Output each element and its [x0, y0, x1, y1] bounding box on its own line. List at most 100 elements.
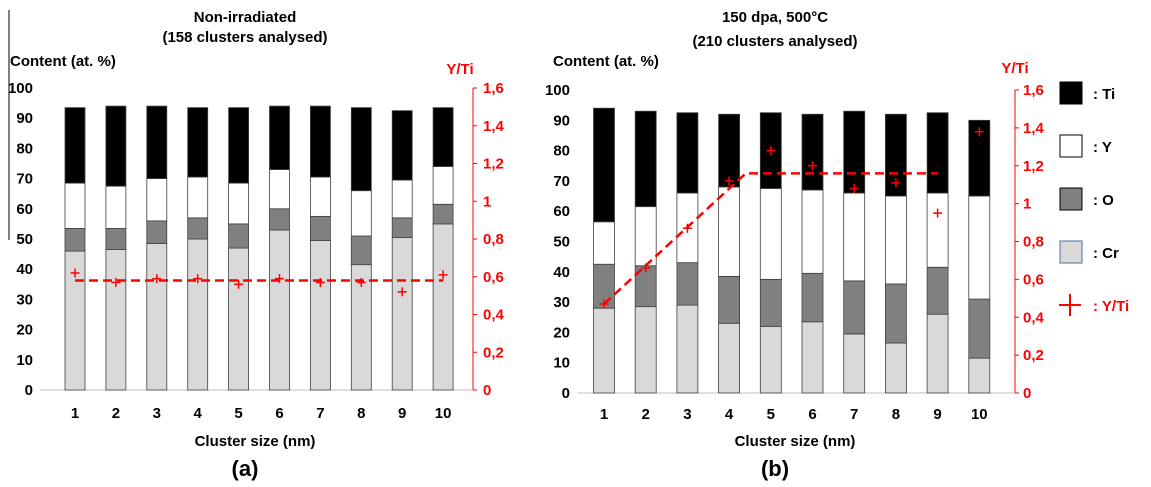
chart-a-y2tick-label: 0,8 [483, 231, 504, 248]
chart-a-ytick-label: 70 [16, 171, 33, 188]
chart-b-xtick-label: 9 [933, 406, 941, 423]
chart-b-bar-o-6 [801, 272, 824, 323]
chart-b-ytick-label: 100 [545, 82, 570, 99]
chart-b-ratio-point-10 [974, 127, 984, 137]
chart-b-xtick-label: 5 [767, 406, 775, 423]
chart-b-plot: 0 10 20 30 40 50 60 70 80 90 100 0 0,2 0,4 0,6 0,8 1 1,2 1… [545, 82, 1045, 423]
chart-a-bar-y-3 [146, 178, 168, 222]
chart-b-ytick-label: 50 [553, 234, 570, 251]
chart-b-xlabel: Cluster size (nm) [735, 433, 856, 450]
chart-b-ratio-point-7 [849, 183, 859, 193]
chart-a-xtick-label: 8 [357, 405, 365, 422]
chart-a-bar-y-6 [269, 169, 290, 210]
chart-b-y2tick-label: 1,2 [1023, 158, 1044, 175]
chart-b-bar-y-5 [759, 188, 782, 280]
chart-a-plot: 0 10 20 30 40 50 60 70 80 90 100 0 0,2 0,4 0,6 0,8 1 1,2 1… [8, 80, 505, 422]
chart-b-ytick-label: 30 [553, 294, 570, 311]
chart-a-xtick-label: 10 [435, 405, 452, 422]
chart-b-ratio-point-4 [724, 176, 734, 186]
chart-a-bar-cr-9 [391, 237, 413, 391]
chart-b-ratio-point-1 [599, 299, 609, 309]
chart-a-bar-y-8 [350, 190, 372, 237]
chart-b-bar-ti-2 [634, 110, 657, 208]
chart-a-y2tick-label: 0,6 [483, 269, 504, 286]
legend-label-ti: : Ti [1093, 86, 1115, 103]
chart-panel-b: 150 dpa, 500°C (210 clusters analysed) C… [545, 9, 1045, 481]
chart-b-xtick-label: 7 [850, 406, 858, 423]
chart-b-y2tick-label: 0,2 [1023, 347, 1044, 364]
chart-b-bar-cr-7 [843, 333, 866, 394]
legend-label-y: : Y [1093, 139, 1112, 156]
chart-panel-a: Non-irradiated (158 clusters analysed) C… [8, 9, 505, 481]
chart-b-bar-ti-6 [801, 113, 824, 191]
chart-a-bar-y-10 [432, 166, 454, 205]
chart-a-bar-y-7 [309, 176, 331, 217]
chart-a-xlabel: Cluster size (nm) [195, 433, 316, 450]
chart-a-bar-y-4 [187, 176, 209, 219]
chart-b-bar-ti-8 [885, 113, 907, 197]
chart-a-ytick-label: 80 [16, 140, 33, 157]
chart-b-y2tick-label: 0,4 [1023, 309, 1045, 326]
chart-b-y2tick-label: 1,6 [1023, 82, 1044, 99]
chart-a-bar-ti-3 [146, 105, 168, 180]
chart-a-bar-y-9 [391, 179, 413, 219]
chart-b-y2tick-label: 1 [1023, 196, 1031, 213]
chart-b-ratio-point-2 [641, 263, 651, 273]
chart-a-ratio-point-1 [70, 268, 80, 278]
chart-a-ratio-point-6 [275, 274, 284, 284]
chart-a-bar-cr-7 [309, 240, 331, 391]
chart-a-xtick-label: 5 [234, 405, 242, 422]
chart-a-xtick-label: 9 [398, 405, 406, 422]
chart-b-xtick-label: 2 [642, 406, 650, 423]
chart-b-ytick-label: 60 [553, 203, 570, 220]
chart-b-bar-cr-1 [593, 307, 615, 394]
chart-b-bar-y-2 [634, 206, 657, 267]
chart-b-y2tick-label: 0,8 [1023, 234, 1044, 251]
chart-a-xtick-label: 2 [112, 405, 120, 422]
chart-a-xtick-label: 7 [316, 405, 324, 422]
legend-swatch-ti [1059, 81, 1083, 105]
chart-a-y2tick-label: 0 [483, 382, 491, 399]
chart-b-xtick-label: 6 [808, 406, 816, 423]
chart-b-xtick-label: 8 [892, 406, 900, 423]
chart-b-bar-o-10 [968, 298, 991, 359]
chart-b-ratio-point-6 [808, 161, 817, 171]
chart-b-bar-ti-7 [843, 110, 866, 194]
chart-b-ytick-label: 90 [553, 112, 570, 129]
chart-a-bar-ti-5 [228, 107, 250, 184]
chart-b-bar-cr-6 [801, 321, 824, 394]
chart-a-bar-o-6 [269, 208, 290, 231]
chart-a-bar-o-7 [309, 215, 331, 241]
chart-a-y2tick-label: 0,4 [483, 307, 505, 324]
chart-b-bar-y-4 [718, 186, 740, 277]
chart-b-y2tick-label: 0,6 [1023, 271, 1044, 288]
chart-a-bar-o-3 [146, 220, 168, 244]
chart-a-y2tick-label: 1 [483, 193, 491, 210]
chart-b-bar-o-9 [926, 266, 949, 315]
chart-a-ylabel: Content (at. %) [10, 53, 116, 70]
chart-b-ylabel: Content (at. %) [553, 53, 659, 70]
chart-b-ytick-label: 70 [553, 173, 570, 190]
chart-b-xtick-label: 4 [725, 406, 734, 423]
chart-b-ratio-point-9 [933, 208, 943, 218]
legend-label-o: : O [1093, 192, 1114, 209]
chart-a-bar-o-4 [187, 217, 209, 240]
chart-b-bar-cr-5 [759, 325, 782, 394]
chart-a-bar-o-2 [105, 228, 127, 250]
chart-a-ratio-point-5 [234, 279, 244, 289]
chart-a-xtick-label: 3 [153, 405, 161, 422]
chart-a-y2tick-label: 1,2 [483, 156, 504, 173]
chart-a-bar-y-5 [228, 182, 250, 225]
chart-b-title: 150 dpa, 500°C [722, 9, 828, 26]
chart-b-bar-o-8 [885, 283, 907, 344]
chart-b-ytick-label: 20 [553, 324, 570, 341]
chart-a-bar-cr-2 [105, 249, 127, 391]
chart-b-y2label: Y/Ti [1001, 60, 1028, 77]
chart-b-ratio-point-3 [682, 223, 692, 233]
chart-b-bar-y-10 [968, 195, 991, 300]
chart-b-ytick-label: 80 [553, 143, 570, 160]
chart-a-bar-ti-9 [391, 110, 413, 181]
legend-swatch-y [1059, 134, 1083, 158]
chart-a-bar-o-1 [64, 228, 86, 252]
chart-a-ytick-label: 0 [25, 382, 33, 399]
